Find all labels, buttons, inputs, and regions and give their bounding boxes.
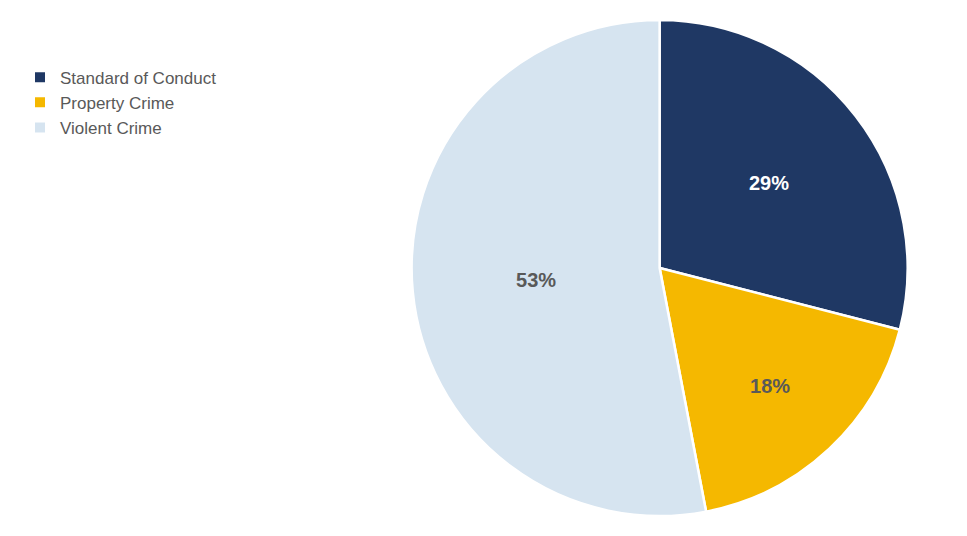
svg-text:18%: 18% <box>750 375 790 397</box>
svg-text:Violent Crime: Violent Crime <box>60 119 162 138</box>
svg-text:Property Crime: Property Crime <box>60 94 174 113</box>
svg-text:29%: 29% <box>749 172 789 194</box>
svg-text:53%: 53% <box>516 269 556 291</box>
svg-text:Standard of Conduct: Standard of Conduct <box>60 69 216 88</box>
